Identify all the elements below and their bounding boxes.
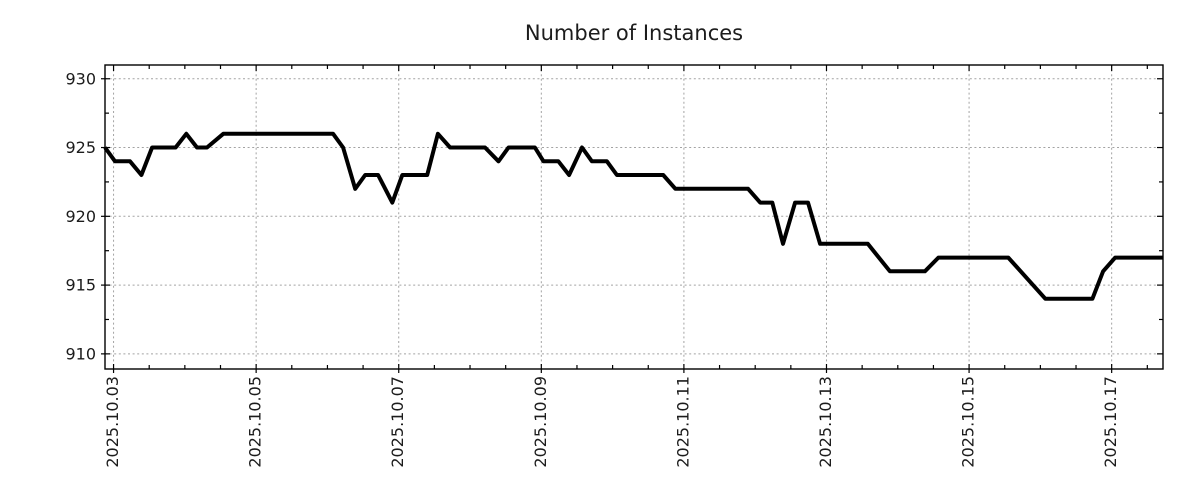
y-tick-label: 910 <box>65 344 96 363</box>
y-tick-label: 930 <box>65 69 96 88</box>
x-tick-label: 2025.10.07 <box>388 376 407 468</box>
x-tick-label: 2025.10.05 <box>246 376 265 468</box>
plot-border <box>104 64 1164 370</box>
y-tick-label: 925 <box>65 138 96 157</box>
x-tick-label: 2025.10.13 <box>816 376 835 468</box>
y-tick-label: 920 <box>65 207 96 226</box>
axis-label-layer: 2025.10.03 2025.10.05 2025.10.07 2025.10.09… <box>65 69 1120 467</box>
x-tick-label: 2025.10.17 <box>1101 376 1120 468</box>
tick-layer <box>101 65 1163 373</box>
data-series-line <box>103 131 1163 301</box>
y-tick-label: 915 <box>65 276 96 295</box>
x-tick-label: 2025.10.15 <box>959 376 978 468</box>
x-tick-label: 2025.10.11 <box>673 376 692 468</box>
chart-title: Number of Instances <box>525 21 743 45</box>
grid-layer <box>105 65 1163 369</box>
x-tick-label: 2025.10.03 <box>103 376 122 468</box>
x-tick-label: 2025.10.09 <box>531 376 550 468</box>
